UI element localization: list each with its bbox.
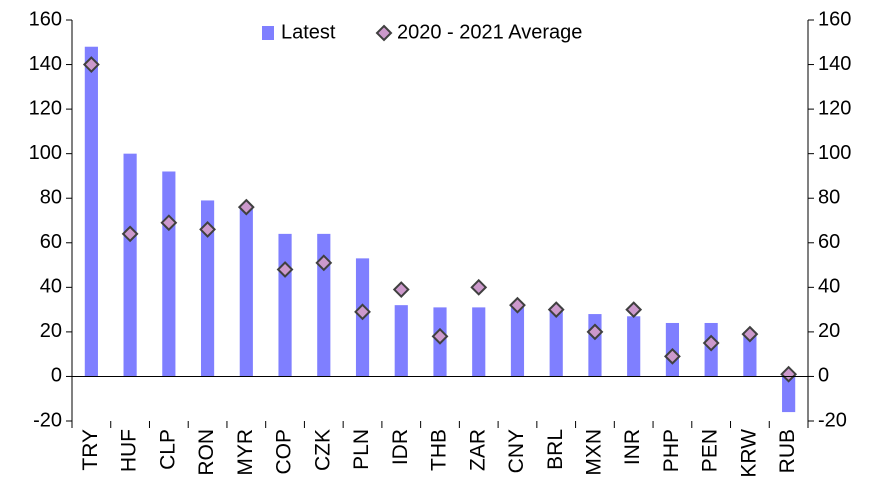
x-tick-label: HUF — [118, 429, 141, 472]
legend-marker — [262, 26, 274, 40]
x-tick-label: MXN — [582, 429, 605, 476]
x-tick-label: PLN — [350, 429, 373, 470]
x-tick-label: CZK — [311, 429, 334, 471]
marker — [702, 334, 720, 352]
bar — [317, 233, 331, 377]
marker — [276, 261, 294, 278]
marker — [431, 327, 449, 345]
bar — [588, 314, 602, 377]
legend-label: 2020 - 2021 Average — [397, 21, 582, 43]
marker — [547, 301, 565, 319]
x-tick-label: IDR — [389, 429, 412, 465]
bar — [627, 316, 641, 377]
marker — [625, 301, 643, 319]
y-tick-label: 140 — [29, 53, 62, 75]
marker — [121, 225, 139, 243]
x-tick-label: RON — [195, 429, 218, 476]
y-tick-label: 60 — [40, 231, 62, 253]
marker — [470, 278, 488, 296]
bar — [782, 376, 796, 413]
bar — [84, 46, 98, 377]
x-tick-label: RUB — [776, 429, 799, 473]
y2-tick-label: 80 — [818, 187, 840, 209]
y2-tick-label: 140 — [818, 53, 851, 75]
x-tick-label: CLP — [156, 429, 179, 470]
bar — [278, 233, 292, 377]
y-tick-label: 100 — [29, 142, 62, 164]
marker — [354, 303, 371, 321]
marker — [586, 323, 604, 341]
x-tick-label: CNY — [505, 429, 528, 473]
y2-tick-label: 160 — [818, 8, 851, 30]
y2-tick-label: -20 — [818, 409, 847, 431]
bar — [394, 305, 408, 377]
y2-tick-label: 0 — [818, 365, 829, 387]
y-tick-label: 160 — [29, 8, 62, 30]
x-tick-label: PEN — [699, 429, 722, 472]
y-tick-label: 0 — [51, 365, 62, 387]
bar — [549, 307, 563, 377]
x-tick-label: THB — [428, 429, 451, 471]
marker — [509, 296, 526, 314]
x-tick-label: MYR — [234, 429, 257, 476]
bar — [510, 305, 525, 377]
bar — [123, 153, 137, 377]
y2-tick-label: 120 — [818, 97, 851, 119]
x-tick-label: PHP — [660, 429, 683, 472]
y2-tick-label: 100 — [818, 142, 851, 164]
legend-marker — [375, 24, 393, 42]
y-tick-label: 80 — [40, 187, 62, 209]
y-tick-label: 40 — [40, 276, 62, 298]
bar — [239, 207, 253, 377]
marker — [741, 325, 759, 343]
y-tick-label: 20 — [40, 320, 62, 342]
marker — [780, 365, 798, 383]
legend-label: Latest — [281, 21, 336, 43]
y-tick-label: 120 — [29, 97, 62, 119]
marker — [664, 347, 681, 365]
y2-tick-label: 20 — [818, 320, 840, 342]
y2-tick-label: 40 — [818, 276, 840, 298]
marker — [237, 198, 255, 216]
bar — [743, 331, 757, 377]
x-tick-label: ZAR — [466, 429, 489, 471]
bar — [200, 200, 215, 377]
marker — [82, 56, 100, 73]
x-tick-label: INR — [621, 429, 644, 465]
x-tick-label: KRW — [737, 429, 760, 478]
x-tick-label: COP — [273, 429, 296, 475]
x-tick-label: BRL — [544, 429, 567, 470]
y2-tick-label: 60 — [818, 231, 840, 253]
x-tick-label: TRY — [79, 429, 102, 471]
marker — [392, 281, 410, 298]
marker — [160, 214, 178, 232]
bar — [162, 171, 176, 377]
bar — [472, 307, 486, 377]
marker — [199, 220, 216, 238]
marker — [315, 254, 333, 272]
y-tick-label: -20 — [33, 409, 62, 431]
